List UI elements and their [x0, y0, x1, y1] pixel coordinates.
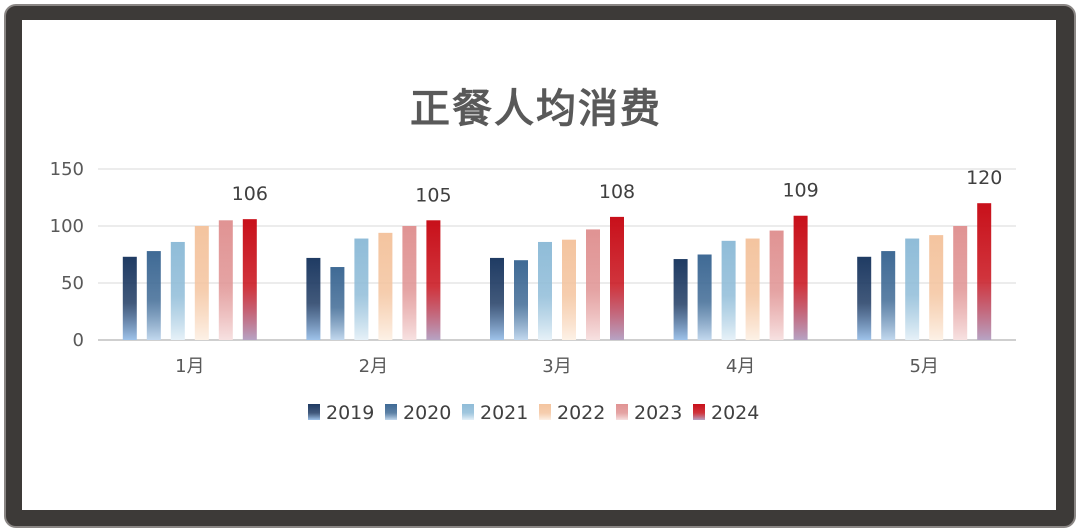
legend-swatch-2022: [539, 404, 551, 420]
data-label: 109: [782, 180, 818, 202]
legend-label-2020: 2020: [403, 402, 451, 424]
y-tick-label: 50: [61, 273, 84, 294]
bar-2020-3: [514, 260, 528, 340]
legend-swatch-2021: [462, 404, 474, 420]
chart-title: 正餐人均消费: [410, 86, 662, 132]
bar-2022-2: [378, 232, 393, 340]
bar-2021-5: [905, 238, 920, 340]
bar-2023-3: [586, 229, 600, 340]
bar-2024-4: [793, 215, 808, 340]
bar-2019-1: [122, 256, 137, 340]
bar-2024-5: [977, 203, 992, 340]
bar-2020-5: [881, 251, 896, 340]
legend-swatch-2020: [385, 404, 397, 420]
bar-2020-1: [146, 251, 161, 340]
bar-2022-1: [194, 226, 209, 340]
legend-label-2023: 2023: [634, 402, 682, 424]
y-tick-label: 150: [50, 159, 84, 180]
legend-swatch-2024: [693, 404, 705, 420]
data-label: 105: [415, 184, 451, 206]
bar-2019-2: [306, 257, 321, 340]
chart-panel: 正餐人均消费 0 50 100 150 1月 2月 3月 4月 5月 106 105 108 109 1…: [22, 20, 1056, 510]
bar-2024-2: [426, 220, 441, 340]
x-category-label: 2月: [359, 356, 388, 377]
y-tick-label: 0: [73, 330, 84, 351]
bar-2023-4: [769, 230, 784, 340]
x-category-label: 4月: [726, 356, 755, 377]
y-tick-label: 100: [50, 216, 84, 237]
bar-2023-2: [402, 226, 417, 340]
legend-label-2022: 2022: [557, 402, 605, 424]
legend-label-2021: 2021: [480, 402, 528, 424]
bar-2023-5: [953, 226, 968, 340]
legend-label-2019: 2019: [326, 402, 374, 424]
bar-2020-4: [697, 254, 712, 340]
legend-swatch-2019: [308, 404, 320, 420]
bar-2023-1: [218, 220, 233, 340]
bar-2024-3: [610, 216, 624, 340]
legend-label-2024: 2024: [711, 402, 759, 424]
bar-2022-5: [929, 235, 944, 340]
bar-2020-2: [330, 267, 345, 340]
data-label: 120: [966, 167, 1002, 189]
x-category-label: 5月: [909, 356, 938, 377]
x-category-label: 1月: [175, 356, 204, 377]
data-label: 108: [599, 181, 635, 203]
bar-2021-3: [538, 241, 552, 340]
legend-swatch-2023: [616, 404, 628, 420]
bar-2021-2: [354, 238, 369, 340]
data-label: 106: [232, 183, 268, 205]
bar-2024-1: [242, 219, 257, 340]
bar-2022-4: [745, 238, 760, 340]
bar-2019-4: [673, 259, 688, 340]
bar-2021-1: [170, 241, 185, 340]
bar-2019-5: [857, 256, 872, 340]
bar-2022-3: [562, 239, 576, 340]
bar-2021-4: [721, 240, 736, 340]
x-category-label: 3月: [542, 356, 571, 377]
bar-2019-3: [490, 257, 504, 340]
chart-svg: 正餐人均消费 0 50 100 150 1月 2月 3月 4月 5月 106 105 108 109 1…: [50, 86, 1016, 424]
